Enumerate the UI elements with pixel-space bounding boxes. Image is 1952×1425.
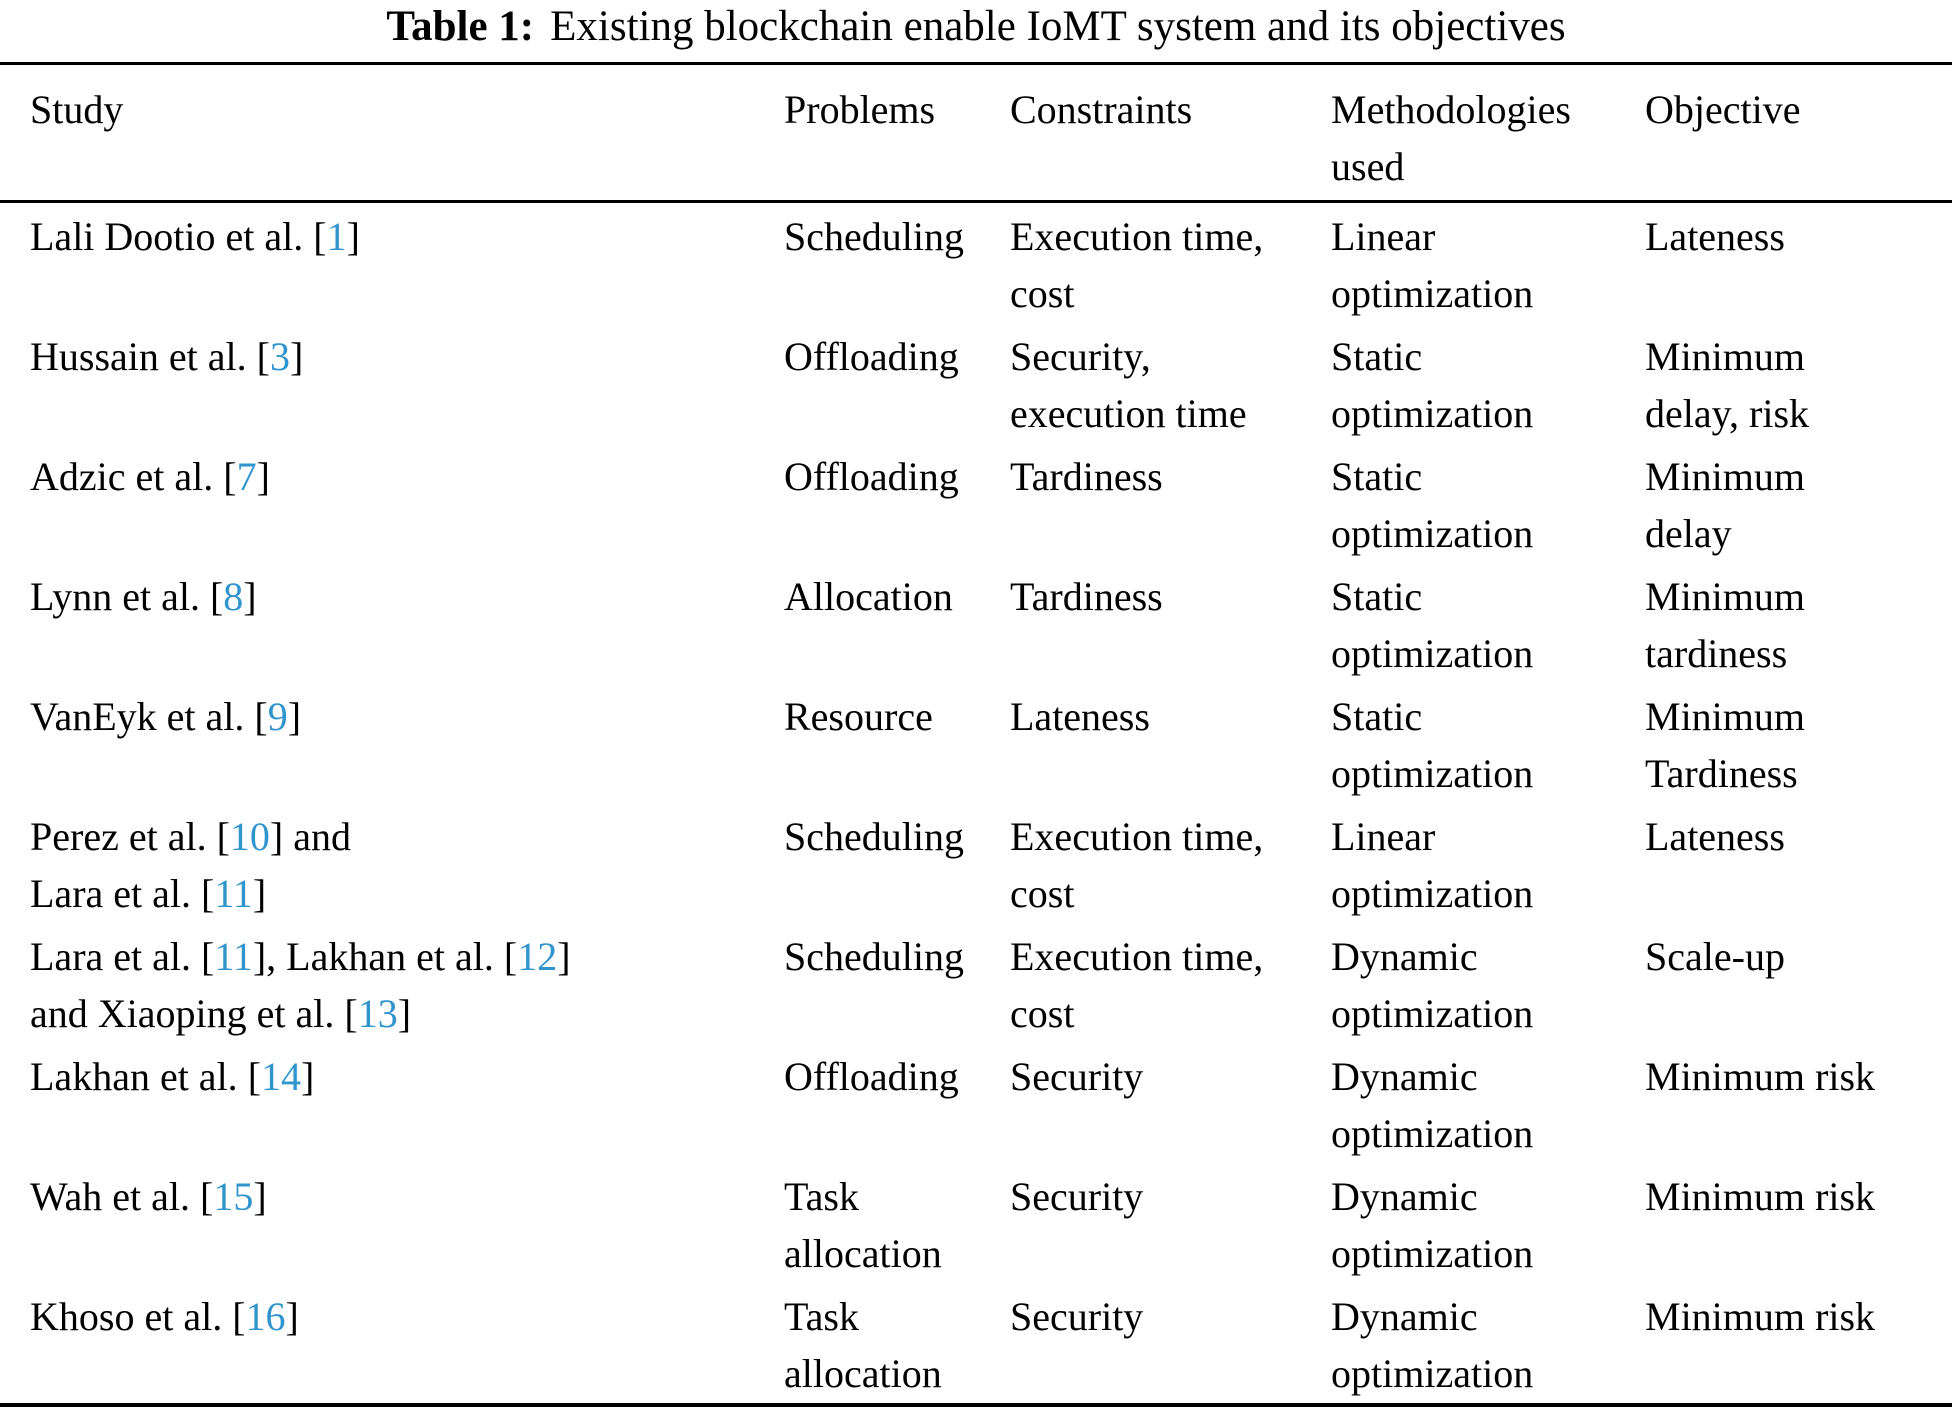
cell-objective: Minimum risk (1645, 1294, 1876, 1339)
cell-constraints: Lateness (1010, 694, 1150, 739)
cell-methodologies: Linear optimization (1331, 214, 1534, 316)
table-caption-label: Table 1: (386, 3, 535, 50)
cell-problems: Task allocation (784, 1174, 942, 1276)
cell-methodologies: Dynamic optimization (1331, 1054, 1534, 1156)
cell-problems: Scheduling (784, 934, 964, 979)
cell-objective: Minimum risk (1645, 1054, 1876, 1099)
cell-constraints: Tardiness (1010, 454, 1163, 499)
cell-study: Wah et al. [15] (30, 1174, 267, 1219)
table-row: Hussain et al. [3] Offloading Security, ex… (0, 323, 1952, 443)
cell-methodologies: Static optimization (1331, 334, 1534, 436)
cell-study: Adzic et al. [7] (30, 454, 270, 499)
cell-objective: Minimum delay, risk (1645, 334, 1810, 436)
table-row: Wah et al. [15] Task allocation Security Dy… (0, 1163, 1952, 1283)
table-row: Adzic et al. [7] Offloading Tardiness Stati… (0, 443, 1952, 563)
cell-objective: Minimum tardiness (1645, 574, 1806, 676)
cell-methodologies: Static optimization (1331, 454, 1534, 556)
cell-constraints: Security, execution time (1010, 334, 1247, 436)
cell-study: Lara et al. [11], Lakhan et al. [12] and… (30, 934, 571, 1036)
citation-link[interactable]: 12 (517, 934, 558, 979)
citation-link[interactable]: 9 (267, 694, 288, 739)
table-caption: Table 1: Existing blockchain enable IoMT … (0, 0, 1952, 62)
cell-problems: Scheduling (784, 814, 964, 859)
cell-constraints: Tardiness (1010, 574, 1163, 619)
table-row: Lali Dootio et al. [1] Scheduling Executio… (0, 202, 1952, 324)
cell-problems: Offloading (784, 1054, 959, 1099)
cell-methodologies: Dynamic optimization (1331, 1294, 1534, 1396)
table-row: Lynn et al. [8] Allocation Tardiness Static… (0, 563, 1952, 683)
cell-constraints: Execution time, cost (1010, 814, 1264, 916)
table-caption-text: Existing blockchain enable IoMT system a… (550, 3, 1566, 50)
cell-methodologies: Linear optimization (1331, 814, 1534, 916)
table-row: Lakhan et al. [14] Offloading Security Dyna… (0, 1043, 1952, 1163)
cell-methodologies: Static optimization (1331, 694, 1534, 796)
cell-objective: Minimum Tardiness (1645, 694, 1806, 796)
cell-study: Hussain et al. [3] (30, 334, 304, 379)
cell-constraints: Security (1010, 1054, 1144, 1099)
table-header: Study Problems Constraints Methodologies us… (0, 63, 1952, 203)
cell-methodologies: Static optimization (1331, 574, 1534, 676)
cell-methodologies: Dynamic optimization (1331, 1174, 1534, 1276)
table-row: VanEyk et al. [9] Resource Lateness Static … (0, 683, 1952, 803)
column-header-objective: Objective (1645, 63, 1952, 203)
citation-link[interactable]: 8 (223, 574, 244, 619)
cell-objective: Lateness (1645, 814, 1785, 859)
cell-problems: Scheduling (784, 214, 964, 259)
citation-link[interactable]: 7 (236, 454, 257, 499)
cell-methodologies: Dynamic optimization (1331, 934, 1534, 1036)
citation-link[interactable]: 13 (357, 991, 398, 1036)
column-header-methodologies: Methodologies used (1331, 63, 1645, 203)
cell-objective: Minimum delay (1645, 454, 1806, 556)
cell-constraints: Execution time, cost (1010, 214, 1264, 316)
citation-link[interactable]: 14 (261, 1054, 302, 1099)
cell-objective: Lateness (1645, 214, 1785, 259)
citation-link[interactable]: 16 (245, 1294, 286, 1339)
cell-study: Lakhan et al. [14] (30, 1054, 315, 1099)
table-row: Khoso et al. [16] Task allocation Security… (0, 1283, 1952, 1405)
citation-link[interactable]: 10 (229, 814, 270, 859)
cell-problems: Resource (784, 694, 933, 739)
column-header-study: Study (0, 63, 784, 203)
table-header-row: Study Problems Constraints Methodologies us… (0, 63, 1952, 203)
cell-study: Lali Dootio et al. [1] (30, 214, 360, 259)
cell-constraints: Execution time, cost (1010, 934, 1264, 1036)
cell-objective: Minimum risk (1645, 1174, 1876, 1219)
citation-link[interactable]: 1 (326, 214, 347, 259)
cell-problems: Offloading (784, 454, 959, 499)
citation-link[interactable]: 15 (213, 1174, 254, 1219)
table-body: Lali Dootio et al. [1] Scheduling Executio… (0, 202, 1952, 1406)
column-header-problems: Problems (784, 63, 1010, 203)
cell-study: Perez et al. [10] and Lara et al. [11] (30, 814, 351, 916)
cell-problems: Task allocation (784, 1294, 942, 1396)
cell-problems: Allocation (784, 574, 953, 619)
cell-study: VanEyk et al. [9] (30, 694, 302, 739)
cell-constraints: Security (1010, 1174, 1144, 1219)
column-header-constraints: Constraints (1010, 63, 1331, 203)
comparison-table: Study Problems Constraints Methodologies us… (0, 62, 1952, 1407)
table-row: Lara et al. [11], Lakhan et al. [12] and… (0, 923, 1952, 1043)
cell-study: Khoso et al. [16] (30, 1294, 299, 1339)
citation-link[interactable]: 11 (214, 871, 253, 916)
cell-constraints: Security (1010, 1294, 1144, 1339)
citation-link[interactable]: 3 (269, 334, 290, 379)
table-row: Perez et al. [10] and Lara et al. [11] Sc… (0, 803, 1952, 923)
cell-objective: Scale-up (1645, 934, 1785, 979)
cell-problems: Offloading (784, 334, 959, 379)
cell-study: Lynn et al. [8] (30, 574, 257, 619)
citation-link[interactable]: 11 (214, 934, 253, 979)
